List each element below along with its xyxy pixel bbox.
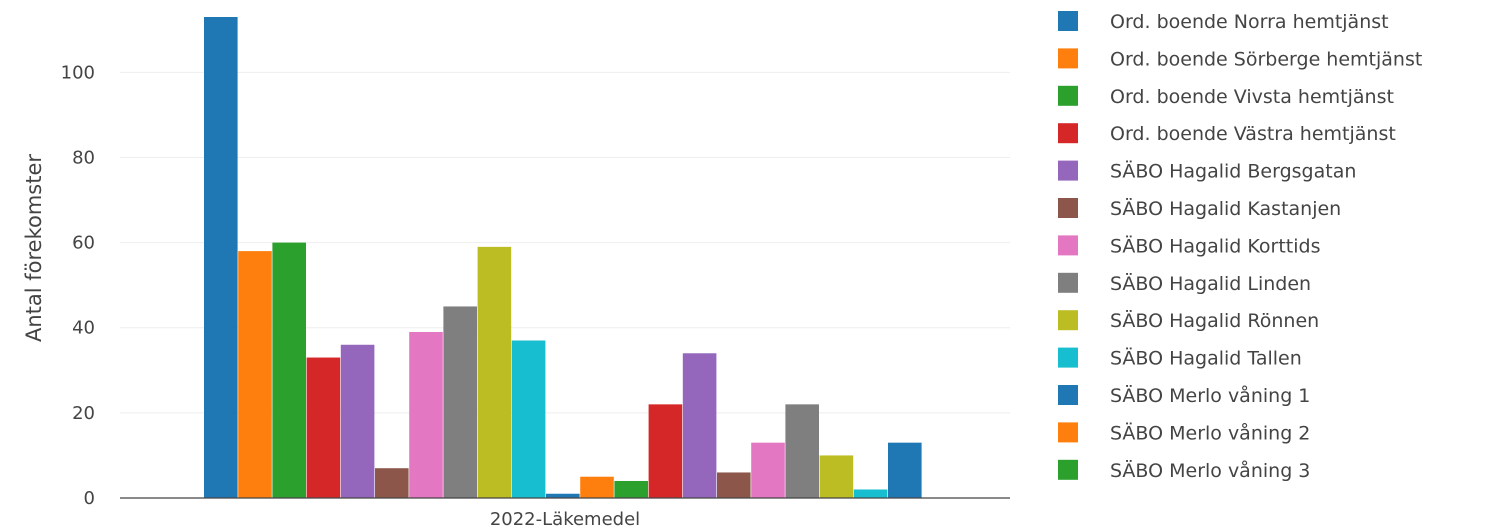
legend-item[interactable]: SÄBO Hagalid Korttids [1058,234,1320,257]
legend-label: SÄBO Hagalid Tallen [1110,347,1302,370]
legend-label: SÄBO Hagalid Linden [1110,272,1311,295]
legend-label: SÄBO Hagalid Kastanjen [1110,197,1341,220]
bar[interactable] [785,404,819,498]
y-tick-label: 40 [72,318,95,339]
legend-swatch [1058,85,1078,106]
legend-swatch [1058,459,1078,480]
bar[interactable] [717,472,751,498]
legend-item[interactable]: SÄBO Merlo våning 2 [1058,421,1310,444]
legend-item[interactable]: Ord. boende Sörberge hemtjänst [1058,48,1422,70]
bar[interactable] [614,480,648,498]
legend-swatch [1058,11,1078,31]
bar[interactable] [409,331,443,498]
bar[interactable] [751,442,785,498]
legend-swatch [1058,198,1078,218]
legend-label: Ord. boende Västra hemtjänst [1110,123,1396,145]
bar[interactable] [375,468,409,498]
bar[interactable] [204,17,238,498]
x-tick-label: 2022-Läkemedel [490,509,640,528]
legend[interactable]: Ord. boende Norra hemtjänst Ord. boende S… [1058,11,1422,482]
legend-item[interactable]: SÄBO Hagalid Tallen [1058,347,1302,370]
bar[interactable] [888,442,922,498]
legend-swatch [1058,123,1078,144]
legend-swatch [1058,272,1078,293]
axes: 0 20 40 60 80 100 2022-Läkemedel [61,62,1010,528]
legend-label: SÄBO Merlo våning 3 [1110,459,1310,482]
legend-swatch [1058,310,1078,331]
legend-swatch [1058,347,1078,368]
legend-swatch [1058,160,1078,181]
legend-item[interactable]: SÄBO Hagalid Kastanjen [1058,197,1341,220]
legend-label: SÄBO Hagalid Bergsgatan [1110,160,1356,183]
bar[interactable] [648,404,683,498]
bar[interactable] [580,476,614,498]
legend-label: Ord. boende Sörberge hemtjänst [1110,48,1422,70]
bar[interactable] [853,489,888,498]
legend-item[interactable]: SÄBO Hagalid Rönnen [1058,309,1319,332]
legend-item[interactable]: Ord. boende Vivsta hemtjänst [1058,85,1394,108]
legend-item[interactable]: SÄBO Hagalid Linden [1058,272,1311,295]
legend-label: SÄBO Merlo våning 2 [1110,421,1310,444]
legend-item[interactable]: SÄBO Merlo våning 3 [1058,459,1310,482]
legend-label: SÄBO Hagalid Korttids [1110,234,1320,257]
y-tick-label: 0 [84,488,95,509]
y-tick-label: 60 [72,233,95,254]
y-tick-label: 20 [72,403,95,424]
bar[interactable] [306,357,341,498]
legend-swatch [1058,385,1078,405]
y-axis-title: Antal förekomster [22,154,46,342]
legend-item[interactable]: Ord. boende Västra hemtjänst [1058,123,1396,145]
bar[interactable] [238,251,272,498]
bar[interactable] [682,353,717,498]
legend-swatch [1058,48,1078,69]
bar[interactable] [272,242,306,498]
legend-label: SÄBO Merlo våning 1 [1110,384,1310,407]
bar[interactable] [819,455,854,498]
legend-label: SÄBO Hagalid Rönnen [1110,309,1319,332]
legend-item[interactable]: SÄBO Hagalid Bergsgatan [1058,160,1356,183]
bar[interactable] [546,493,580,498]
legend-swatch [1058,235,1078,256]
bar[interactable] [443,306,477,498]
y-tick-label: 100 [61,62,95,83]
legend-label: Ord. boende Vivsta hemtjänst [1110,86,1394,108]
bar[interactable] [340,344,375,498]
bar[interactable] [477,246,512,498]
y-tick-label: 80 [72,147,95,168]
bars [204,17,922,498]
legend-swatch [1058,422,1078,443]
legend-item[interactable]: Ord. boende Norra hemtjänst [1058,11,1389,33]
bar[interactable] [511,340,546,498]
legend-item[interactable]: SÄBO Merlo våning 1 [1058,384,1310,407]
legend-label: Ord. boende Norra hemtjänst [1110,11,1389,33]
